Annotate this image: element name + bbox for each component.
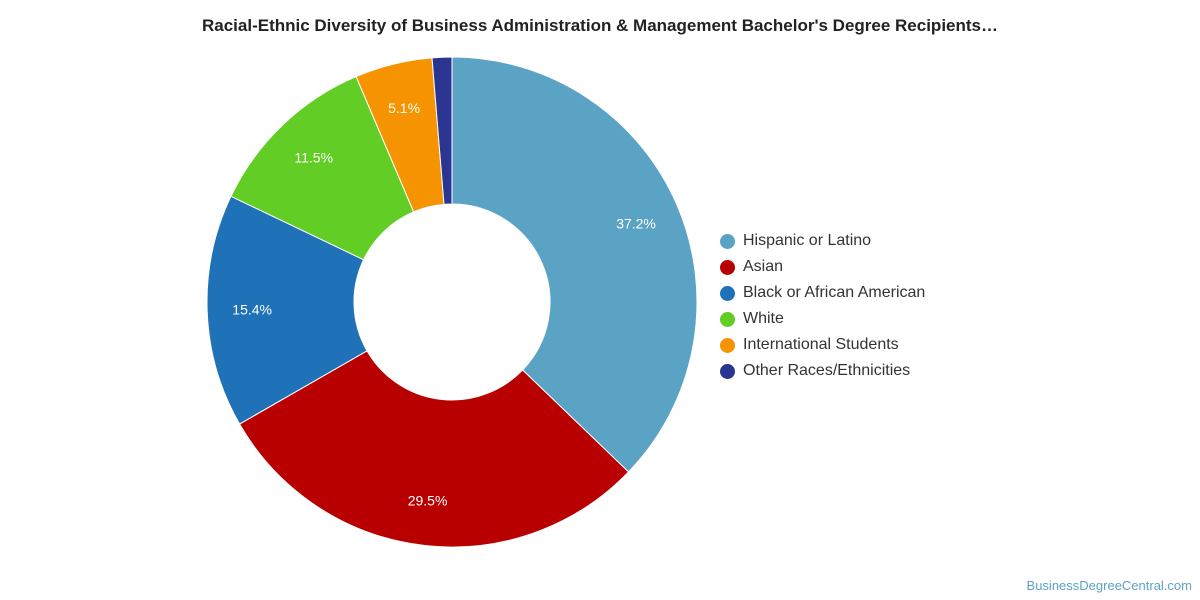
legend-label: International Students [743, 336, 899, 353]
legend-item-asian[interactable]: Asian [720, 254, 925, 280]
site-watermark: BusinessDegreeCentral.com [1026, 578, 1192, 593]
legend-label: Hispanic or Latino [743, 232, 872, 249]
legend-item-other-races-ethnicities[interactable]: Other Races/Ethnicities [720, 358, 925, 384]
chart-legend: Hispanic or Latino Asian Black or African … [720, 228, 925, 384]
slice-asian [238, 350, 630, 548]
slice-label-international-students: 5.1% [388, 100, 420, 116]
chart-title: Racial-Ethnic Diversity of Business Admi… [201, 16, 998, 35]
legend-item-international-students[interactable]: International Students [720, 332, 925, 358]
slice-label-white: 11.5% [294, 150, 333, 166]
legend-swatch-icon [720, 311, 735, 327]
legend-swatch-icon [720, 363, 735, 379]
legend-label: Black or African American [743, 284, 926, 301]
legend-swatch-icon [720, 337, 735, 353]
legend-item-black-or-african-american[interactable]: Black or African American [720, 280, 925, 306]
legend-swatch-icon [720, 285, 735, 301]
slice-label-hispanic-or-latino: 37.2% [616, 216, 656, 232]
legend-item-hispanic-or-latino[interactable]: Hispanic or Latino [720, 228, 925, 254]
slice-black-or-african-american [206, 195, 368, 425]
slice-hispanic-or-latino [451, 56, 698, 473]
slice-white [230, 75, 415, 261]
legend-label: Asian [743, 258, 784, 275]
legend-swatch-icon [720, 233, 735, 249]
slice-other-races-ethnicities [431, 56, 453, 205]
legend-label: Other Races/Ethnicities [743, 362, 911, 379]
legend-swatch-icon [720, 259, 735, 275]
legend-label: White [743, 310, 784, 327]
legend-item-white[interactable]: White [720, 306, 925, 332]
slice-label-black-or-african-american: 15.4% [232, 302, 272, 318]
slice-label-asian: 29.5% [408, 493, 448, 509]
